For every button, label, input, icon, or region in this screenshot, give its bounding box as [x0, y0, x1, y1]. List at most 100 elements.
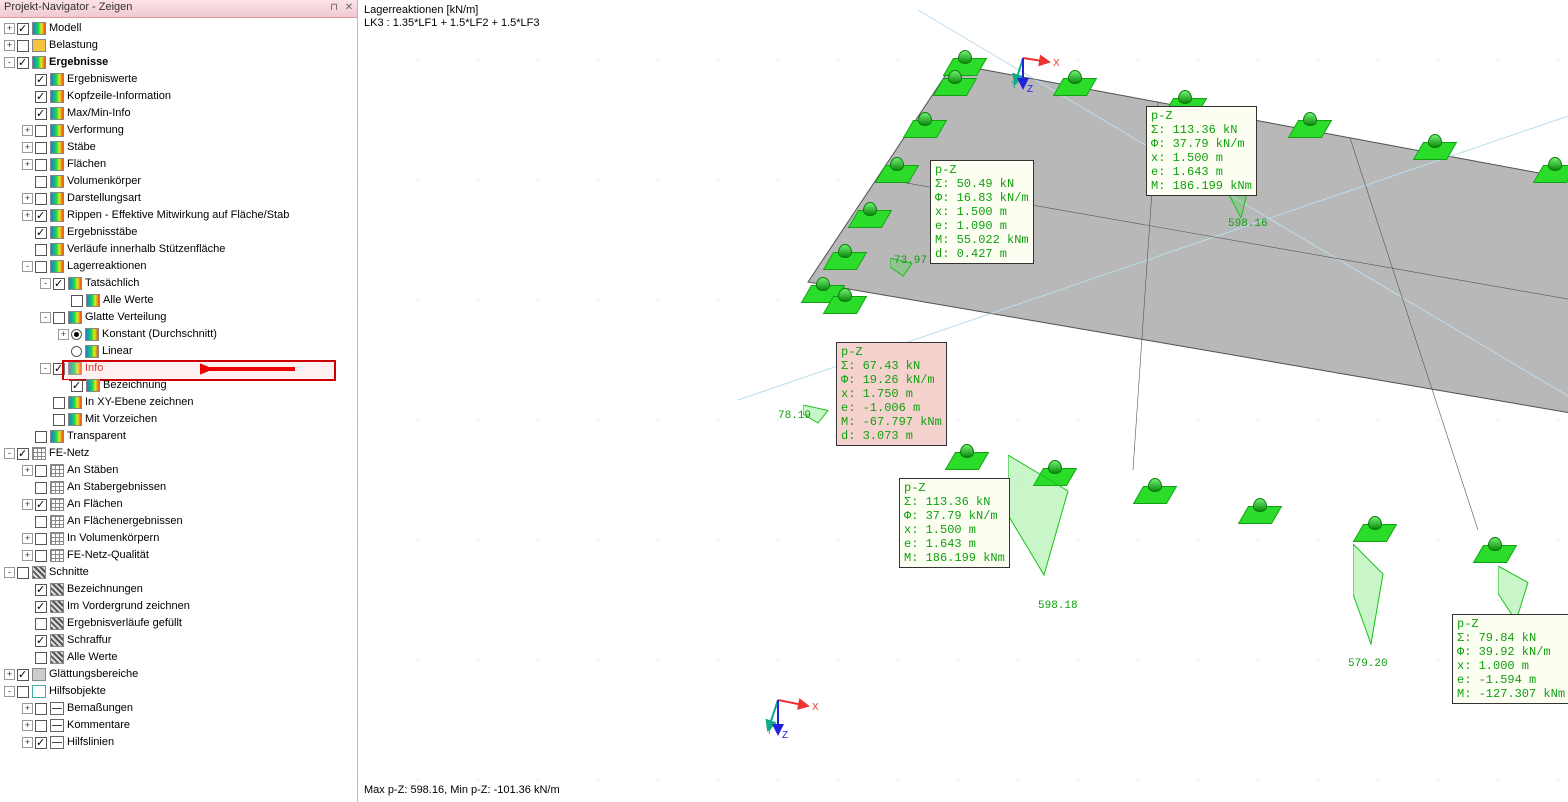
tree-node[interactable]: Linear — [0, 343, 357, 360]
tree-node[interactable]: Ergebnisstäbe — [0, 224, 357, 241]
tree-node[interactable]: +Hilfslinien — [0, 734, 357, 751]
expand-icon[interactable]: + — [4, 669, 15, 680]
close-icon[interactable]: ✕ — [343, 1, 355, 13]
tree-node[interactable]: -Glatte Verteilung — [0, 309, 357, 326]
checkbox[interactable] — [35, 635, 47, 647]
checkbox[interactable] — [35, 652, 47, 664]
checkbox[interactable] — [35, 516, 47, 528]
tree-node[interactable]: Schraffur — [0, 632, 357, 649]
checkbox[interactable] — [35, 125, 47, 137]
checkbox[interactable] — [35, 261, 47, 273]
checkbox[interactable] — [35, 720, 47, 732]
tree-node[interactable]: +An Stäben — [0, 462, 357, 479]
viewport-3d[interactable]: 598.18579.2075.84598.16579.2075.8474.187… — [358, 0, 1568, 802]
checkbox[interactable] — [35, 465, 47, 477]
checkbox[interactable] — [17, 23, 29, 35]
tree-node[interactable]: Bezeichnungen — [0, 581, 357, 598]
expand-icon[interactable]: + — [22, 499, 33, 510]
tree-node[interactable]: -Ergebnisse — [0, 54, 357, 71]
radio[interactable] — [71, 329, 82, 340]
checkbox[interactable] — [35, 193, 47, 205]
collapse-icon[interactable]: - — [40, 278, 51, 289]
checkbox[interactable] — [35, 244, 47, 256]
tree-node[interactable]: Max/Min-Info — [0, 105, 357, 122]
checkbox[interactable] — [35, 227, 47, 239]
checkbox[interactable] — [71, 295, 83, 307]
tree-node[interactable]: +An Flächen — [0, 496, 357, 513]
tree-node[interactable]: +Flächen — [0, 156, 357, 173]
tree-node[interactable]: An Flächenergebnissen — [0, 513, 357, 530]
tree-node[interactable]: +Glättungsbereiche — [0, 666, 357, 683]
tree-node[interactable]: +Bemaßungen — [0, 700, 357, 717]
checkbox[interactable] — [35, 91, 47, 103]
checkbox[interactable] — [35, 74, 47, 86]
tree-node[interactable]: Im Vordergrund zeichnen — [0, 598, 357, 615]
expand-icon[interactable]: + — [22, 210, 33, 221]
tree-node[interactable]: -Lagerreaktionen — [0, 258, 357, 275]
tree-node[interactable]: +Rippen - Effektive Mitwirkung auf Fläch… — [0, 207, 357, 224]
tree-node[interactable]: +In Volumenkörpern — [0, 530, 357, 547]
tree-node[interactable]: Ergebniswerte — [0, 71, 357, 88]
collapse-icon[interactable]: - — [40, 312, 51, 323]
expand-icon[interactable]: + — [22, 703, 33, 714]
checkbox[interactable] — [17, 669, 29, 681]
navigator-tree[interactable]: +Modell+Belastung-ErgebnisseErgebniswert… — [0, 18, 357, 802]
expand-icon[interactable]: + — [22, 550, 33, 561]
tree-node[interactable]: Ergebnisverläufe gefüllt — [0, 615, 357, 632]
checkbox[interactable] — [35, 533, 47, 545]
checkbox[interactable] — [53, 278, 65, 290]
tree-node[interactable]: Volumenkörper — [0, 173, 357, 190]
checkbox[interactable] — [53, 312, 65, 324]
checkbox[interactable] — [35, 159, 47, 171]
expand-icon[interactable]: + — [58, 329, 69, 340]
tree-node[interactable]: An Stabergebnissen — [0, 479, 357, 496]
collapse-icon[interactable]: - — [4, 448, 15, 459]
checkbox[interactable] — [17, 448, 29, 460]
tree-node[interactable]: +Verformung — [0, 122, 357, 139]
checkbox[interactable] — [35, 142, 47, 154]
checkbox[interactable] — [53, 397, 65, 409]
tree-node[interactable]: Alle Werte — [0, 292, 357, 309]
checkbox[interactable] — [35, 550, 47, 562]
radio[interactable] — [71, 346, 82, 357]
collapse-icon[interactable]: - — [4, 57, 15, 68]
expand-icon[interactable]: + — [22, 465, 33, 476]
collapse-icon[interactable]: - — [4, 567, 15, 578]
checkbox[interactable] — [35, 584, 47, 596]
expand-icon[interactable]: + — [22, 533, 33, 544]
tree-node[interactable]: +Stäbe — [0, 139, 357, 156]
checkbox[interactable] — [35, 210, 47, 222]
checkbox[interactable] — [35, 176, 47, 188]
expand-icon[interactable]: + — [4, 40, 15, 51]
checkbox[interactable] — [17, 57, 29, 69]
tree-node[interactable]: +FE-Netz-Qualität — [0, 547, 357, 564]
expand-icon[interactable]: + — [22, 720, 33, 731]
checkbox[interactable] — [35, 618, 47, 630]
checkbox[interactable] — [35, 108, 47, 120]
expand-icon[interactable]: + — [22, 142, 33, 153]
tree-node[interactable]: -Schnitte — [0, 564, 357, 581]
checkbox[interactable] — [35, 601, 47, 613]
tree-node[interactable]: +Darstellungsart — [0, 190, 357, 207]
checkbox[interactable] — [35, 703, 47, 715]
tree-node[interactable]: -Hilfsobjekte — [0, 683, 357, 700]
pin-icon[interactable]: ⊓ — [328, 1, 340, 13]
collapse-icon[interactable]: - — [22, 261, 33, 272]
checkbox[interactable] — [35, 482, 47, 494]
expand-icon[interactable]: + — [22, 159, 33, 170]
tree-node[interactable]: Alle Werte — [0, 649, 357, 666]
checkbox[interactable] — [17, 567, 29, 579]
checkbox[interactable] — [53, 414, 65, 426]
checkbox[interactable] — [35, 431, 47, 443]
tree-node[interactable]: -FE-Netz — [0, 445, 357, 462]
checkbox[interactable] — [17, 686, 29, 698]
expand-icon[interactable]: + — [22, 125, 33, 136]
tree-node[interactable]: In XY-Ebene zeichnen — [0, 394, 357, 411]
tree-node[interactable]: +Kommentare — [0, 717, 357, 734]
tree-node[interactable]: +Konstant (Durchschnitt) — [0, 326, 357, 343]
tree-node[interactable]: +Belastung — [0, 37, 357, 54]
tree-node[interactable]: -Tatsächlich — [0, 275, 357, 292]
expand-icon[interactable]: + — [22, 737, 33, 748]
tree-node[interactable]: +Modell — [0, 20, 357, 37]
checkbox[interactable] — [35, 737, 47, 749]
